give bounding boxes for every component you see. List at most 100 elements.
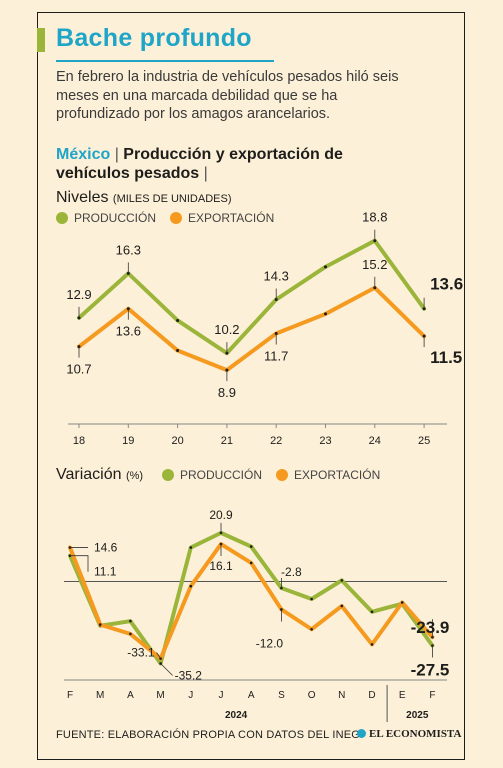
data-label: -2.8	[281, 565, 302, 579]
brand-logo: EL ECONOMISTA	[357, 728, 461, 740]
label-leader	[156, 652, 161, 659]
data-point	[249, 561, 253, 565]
title-accent-bar	[37, 28, 45, 52]
data-label: -35.2	[175, 668, 203, 682]
series-line-exportacion	[77, 285, 427, 373]
x-tick-label: 22	[270, 435, 282, 447]
x-tick-label: 18	[73, 435, 85, 447]
page-title: Bache profundo	[56, 24, 252, 52]
data-label: 18.8	[362, 210, 387, 225]
data-label: 10.2	[214, 322, 239, 337]
series-line-produccion	[77, 238, 427, 356]
subtitle-country: México	[56, 146, 111, 163]
x-tick-label: N	[338, 690, 345, 701]
label-leader	[160, 663, 173, 676]
data-point	[310, 597, 313, 601]
variation-units: (%)	[125, 470, 144, 482]
infographic-card	[37, 12, 465, 760]
year-label-2024: 2024	[225, 710, 248, 721]
data-point	[129, 619, 132, 623]
data-label: 12.9	[66, 287, 91, 302]
legend-item-exportacion: EXPORTACIÓN	[276, 468, 380, 482]
levels-legend: PRODUCCIÓN EXPORTACIÓN	[56, 211, 288, 225]
data-label: -12.0	[256, 636, 284, 650]
x-tick-label: 24	[369, 435, 381, 447]
exportacion-dot-icon	[276, 469, 289, 481]
x-tick-label: 20	[171, 435, 183, 447]
produccion-dot-icon	[56, 212, 68, 224]
data-label: 20.9	[209, 508, 233, 522]
x-tick-label: F	[429, 690, 435, 701]
levels-units: (MILES DE UNIDADES)	[112, 193, 232, 205]
legend-label: PRODUCCIÓN	[180, 468, 263, 482]
legend-label: EXPORTACIÓN	[294, 468, 381, 482]
data-point	[400, 601, 404, 604]
data-label: -33.1	[127, 646, 155, 660]
source-note: FUENTE: ELABORACIÓN PROPIA CON DATOS DEL…	[56, 729, 364, 741]
legend-item-exportacion: EXPORTACIÓN	[170, 211, 274, 225]
levels-label: Niveles (MILES DE UNIDADES)	[56, 189, 232, 207]
legend-label: EXPORTACIÓN	[188, 211, 275, 225]
x-tick-label: E	[399, 690, 406, 701]
data-label: 10.7	[66, 362, 91, 377]
x-tick-label: M	[156, 690, 164, 701]
series-line-produccion	[68, 530, 435, 666]
title-underline	[56, 60, 274, 62]
x-tick-label: 19	[122, 435, 134, 447]
x-tick-label: A	[127, 690, 134, 701]
label-leader	[70, 555, 89, 572]
subtitle-text: Producción y exportación de vehículos pe…	[56, 146, 343, 182]
levels-title: Niveles	[56, 189, 109, 206]
data-point	[98, 623, 102, 626]
data-label: 11.5	[430, 348, 462, 367]
legend-item-produccion: PRODUCCIÓN	[162, 468, 262, 482]
data-label: 11.1	[94, 565, 117, 579]
data-label: 11.7	[264, 349, 288, 364]
data-point	[370, 643, 374, 646]
series-line-exportacion	[68, 542, 435, 661]
x-tick-label: J	[219, 690, 224, 701]
exportacion-dot-icon	[170, 212, 183, 224]
year-label-2025: 2025	[406, 710, 429, 721]
data-point	[176, 349, 180, 353]
chart-subtitle: México | Producción y exportación de veh…	[56, 145, 386, 183]
x-tick-label: D	[368, 690, 375, 701]
data-label: 13.6	[116, 324, 141, 339]
variation-label: Variación (%)	[56, 466, 143, 484]
x-tick-label: J	[188, 690, 193, 701]
x-tick-label: M	[96, 690, 104, 701]
subtitle-trailing-separator: |	[199, 165, 208, 182]
brand-name: EL ECONOMISTA	[369, 728, 462, 740]
data-point	[340, 604, 344, 608]
legend-label: PRODUCCIÓN	[74, 211, 157, 225]
data-point	[324, 265, 327, 269]
data-point	[189, 584, 193, 588]
x-tick-label: 25	[418, 435, 430, 447]
x-tick-label: 21	[221, 435, 233, 447]
brand-icon	[357, 729, 366, 738]
data-point	[249, 545, 253, 548]
data-point	[340, 579, 344, 582]
x-tick-label: A	[248, 690, 255, 701]
data-point	[310, 627, 313, 631]
data-point	[129, 632, 132, 636]
description: En febrero la industria de vehículos pes…	[56, 69, 399, 122]
data-label: -27.5	[411, 661, 450, 680]
data-label: 16.3	[116, 242, 141, 257]
data-label: 15.2	[362, 257, 387, 272]
data-label: 14.6	[94, 541, 118, 555]
data-label: 16.1	[209, 559, 233, 573]
subtitle-separator: |	[110, 146, 124, 163]
x-tick-label: 23	[319, 435, 331, 447]
data-label: 13.6	[430, 275, 463, 294]
variation-legend: PRODUCCIÓN EXPORTACIÓN	[162, 468, 394, 482]
produccion-dot-icon	[162, 469, 174, 481]
variation-title: Variación	[56, 466, 122, 483]
data-point	[370, 610, 374, 614]
data-label: -23.9	[411, 618, 450, 637]
data-point	[176, 318, 180, 322]
data-point	[324, 312, 327, 316]
x-tick-label: O	[308, 690, 316, 701]
data-label: 14.3	[264, 269, 289, 284]
